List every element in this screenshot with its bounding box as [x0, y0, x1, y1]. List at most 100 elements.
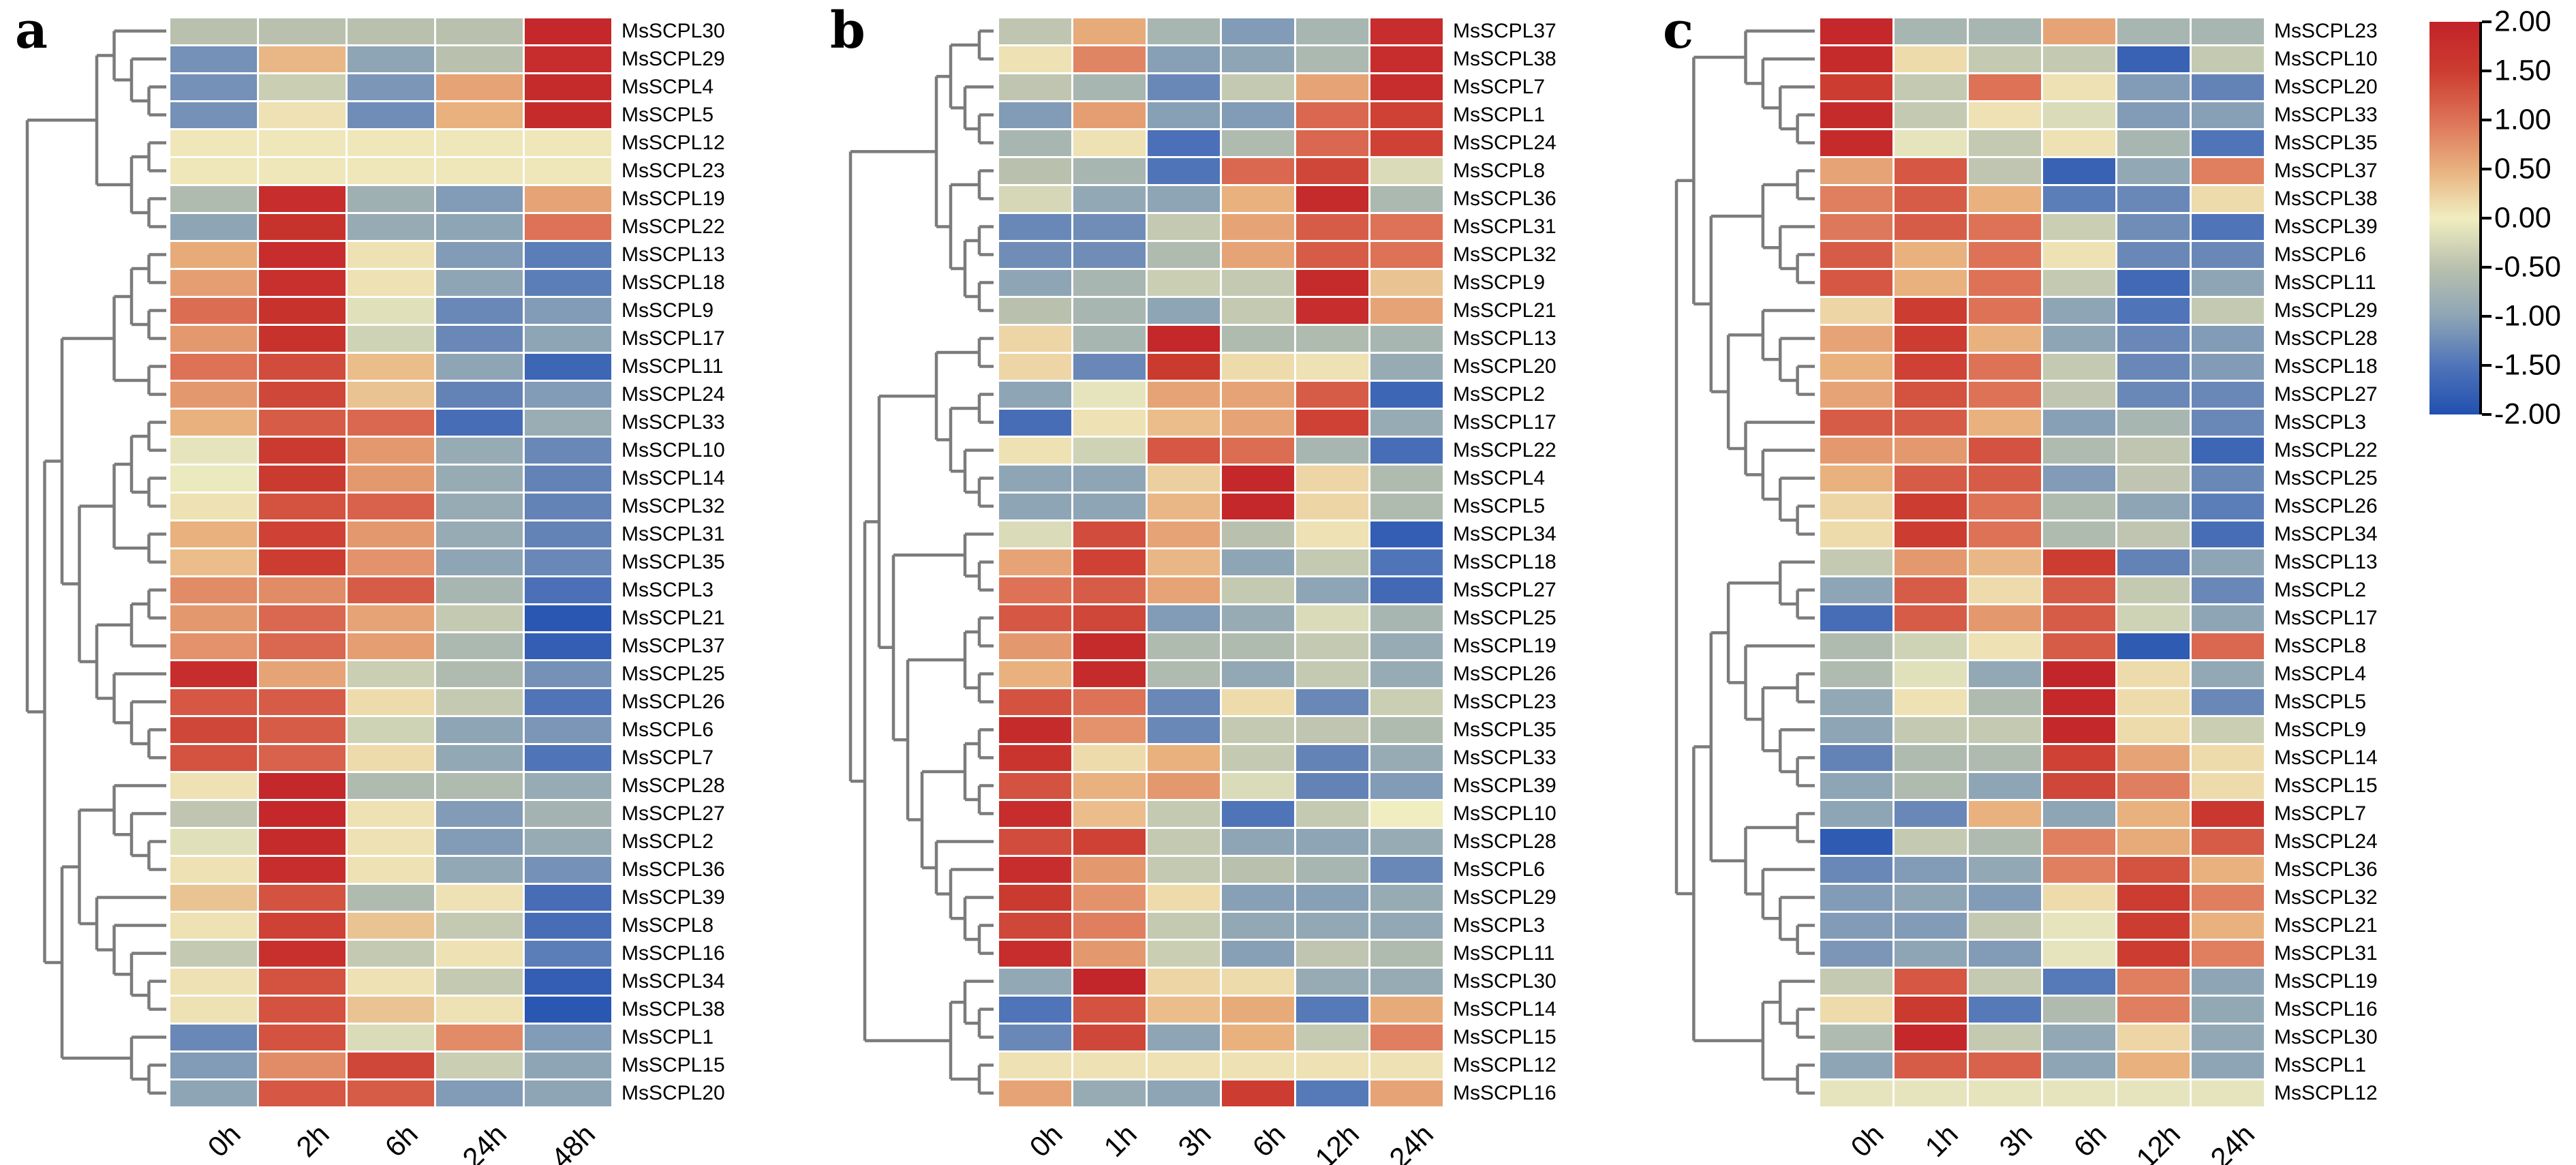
heatmap-cell — [2117, 605, 2190, 631]
heatmap-cell — [1073, 269, 1146, 296]
heatmap-cell — [524, 689, 611, 715]
heatmap-cell — [1295, 772, 1368, 799]
heatmap-cell — [1968, 828, 2041, 855]
heatmap-cell — [347, 241, 434, 268]
row-label: MsSCPL29 — [2274, 299, 2378, 322]
heatmap-cell — [1968, 1080, 2041, 1106]
heatmap-cell — [998, 325, 1071, 352]
heatmap-cell — [1968, 409, 2041, 436]
heatmap-cell — [435, 325, 523, 352]
heatmap-cell — [1820, 18, 1892, 44]
heatmap-cell — [1295, 828, 1368, 855]
heatmap-cell — [170, 213, 257, 240]
heatmap-cell — [1147, 493, 1220, 519]
row-label: MsSCPL30 — [622, 19, 725, 42]
heatmap-cell — [1295, 716, 1368, 743]
heatmap-cell — [1370, 912, 1443, 939]
heatmap-cell — [998, 74, 1071, 100]
heatmap-cell — [1968, 521, 2041, 547]
heatmap-cell — [258, 605, 346, 631]
heatmap-cell — [1295, 689, 1368, 715]
row-label: MsSCPL35 — [2274, 131, 2378, 154]
heatmap-cell — [998, 465, 1071, 491]
heatmap-cell — [258, 716, 346, 743]
row-label: MsSCPL4 — [2274, 662, 2367, 685]
heatmap-cell — [1894, 912, 1967, 939]
heatmap-cell — [2117, 18, 2190, 44]
heatmap-cell — [1073, 940, 1146, 967]
row-label: MsSCPL30 — [2274, 1025, 2378, 1048]
heatmap-cell — [2191, 1080, 2264, 1106]
row-label: MsSCPL6 — [622, 718, 714, 741]
colorbar-tick — [2482, 20, 2491, 23]
heatmap-cell — [347, 1024, 434, 1050]
heatmap-cell — [1894, 800, 1967, 827]
row-label: MsSCPL34 — [1453, 522, 1557, 545]
heatmap-cell — [1370, 772, 1443, 799]
heatmap-cell — [1894, 102, 1967, 128]
heatmap-cell — [2042, 661, 2115, 687]
heatmap-cell — [1073, 409, 1146, 436]
row-label: MsSCPL34 — [622, 969, 725, 993]
heatmap-cell — [258, 1024, 346, 1050]
heatmap-cell — [1295, 996, 1368, 1023]
heatmap-cell — [998, 912, 1071, 939]
heatmap-cell — [1073, 18, 1146, 44]
heatmap-cell — [1820, 716, 1892, 743]
heatmap-cell — [1894, 716, 1967, 743]
heatmap-cell — [2042, 1024, 2115, 1050]
heatmap-cell — [435, 1024, 523, 1050]
heatmap-cell — [2191, 968, 2264, 995]
heatmap-cell — [347, 185, 434, 212]
heatmap-cell — [347, 577, 434, 603]
row-label: MsSCPL26 — [2274, 494, 2378, 517]
heatmap-cell — [2191, 493, 2264, 519]
row-label: MsSCPL7 — [1453, 75, 1546, 98]
heatmap-cell — [2191, 241, 2264, 268]
heatmap-cell — [1147, 185, 1220, 212]
heatmap-cell — [1370, 661, 1443, 687]
heatmap-cell — [1370, 18, 1443, 44]
heatmap-cell — [2042, 297, 2115, 324]
heatmap-cell — [347, 968, 434, 995]
heatmap-cell — [1073, 661, 1146, 687]
heatmap-cell — [1820, 577, 1892, 603]
heatmap-cell — [998, 493, 1071, 519]
heatmap-cell — [1820, 130, 1892, 156]
heatmap-cell — [1221, 74, 1294, 100]
heatmap-cell — [170, 996, 257, 1023]
heatmap-cell — [2191, 157, 2264, 184]
heatmap-cell — [1820, 633, 1892, 659]
heatmap-cell — [170, 521, 257, 547]
heatmap-cell — [347, 661, 434, 687]
heatmap-cell — [1295, 1052, 1368, 1078]
heatmap-cell — [1894, 465, 1967, 491]
heatmap-cell — [1968, 1024, 2041, 1050]
row-label: MsSCPL1 — [1453, 103, 1546, 126]
heatmap-cell — [258, 130, 346, 156]
heatmap-cell — [170, 381, 257, 408]
heatmap-cell — [435, 493, 523, 519]
heatmap-cell — [2117, 856, 2190, 883]
heatmap-cell — [258, 772, 346, 799]
heatmap-cell — [347, 157, 434, 184]
heatmap-cell — [1894, 1024, 1967, 1050]
heatmap-cell — [170, 605, 257, 631]
heatmap-cell — [1147, 968, 1220, 995]
heatmap-cell — [347, 940, 434, 967]
heatmap-cell — [2191, 633, 2264, 659]
heatmap-cell — [998, 353, 1071, 380]
heatmap-cell — [1370, 213, 1443, 240]
heatmap-cell — [1073, 800, 1146, 827]
heatmap-cell — [2117, 577, 2190, 603]
heatmap-cell — [1073, 241, 1146, 268]
heatmap-cell — [1968, 381, 2041, 408]
heatmap-cell — [170, 661, 257, 687]
heatmap-cell — [347, 716, 434, 743]
row-label: MsSCPL31 — [622, 522, 725, 545]
heatmap-cell — [1073, 912, 1146, 939]
heatmap-cell — [998, 884, 1071, 911]
heatmap-cell — [1147, 856, 1220, 883]
heatmap-cell — [1370, 493, 1443, 519]
